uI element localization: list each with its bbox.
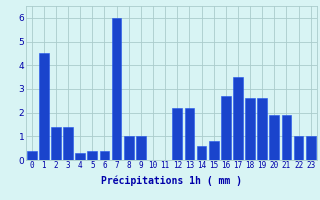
Bar: [27, 151, 36, 160]
Bar: [209, 141, 219, 160]
Bar: [172, 108, 182, 160]
Bar: [282, 115, 291, 160]
Bar: [245, 98, 255, 160]
Bar: [257, 98, 267, 160]
X-axis label: Précipitations 1h ( mm ): Précipitations 1h ( mm ): [101, 176, 242, 186]
Bar: [63, 127, 73, 160]
Bar: [269, 115, 279, 160]
Bar: [294, 136, 303, 160]
Bar: [221, 96, 231, 160]
Bar: [306, 136, 316, 160]
Bar: [124, 136, 133, 160]
Bar: [39, 53, 49, 160]
Bar: [87, 151, 97, 160]
Bar: [136, 136, 146, 160]
Bar: [51, 127, 61, 160]
Bar: [197, 146, 206, 160]
Bar: [112, 18, 122, 160]
Bar: [185, 108, 194, 160]
Bar: [233, 77, 243, 160]
Bar: [100, 151, 109, 160]
Bar: [75, 153, 85, 160]
